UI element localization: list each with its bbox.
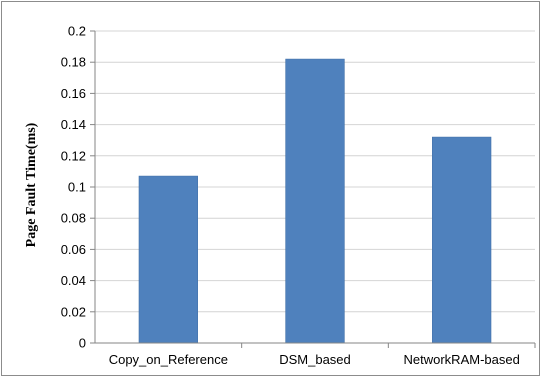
y-tick-label: 0.16 [61, 86, 86, 101]
y-tick-labels: 0 0.02 0.04 0.06 0.08 0.1 0.12 0.14 0.16 0.18 0.2 [61, 24, 86, 351]
x-tick-label: Copy_on_Reference [109, 352, 228, 367]
y-tick-label: 0.04 [61, 273, 86, 288]
x-tick-labels: Copy_on_Reference DSM_based NetworkRAM-bas… [109, 352, 520, 367]
x-tick-label: NetworkRAM-based [404, 352, 520, 367]
y-tick-label: 0.14 [61, 117, 86, 132]
y-tick-label: 0.12 [61, 148, 86, 163]
y-axis-label: Page Fault Time(ms) [24, 122, 39, 248]
y-tick-label: 0.1 [68, 180, 86, 195]
bars [138, 58, 492, 344]
bar-networkram-based [432, 136, 492, 344]
y-tick-label: 0.06 [61, 242, 86, 257]
x-tick-label: DSM_based [279, 352, 351, 367]
y-tick-label: 0.08 [61, 211, 86, 226]
y-tick-label: 0.18 [61, 55, 86, 70]
axes [90, 30, 536, 348]
y-tick-label: 0.2 [68, 24, 86, 39]
y-tick-label: 0 [79, 336, 86, 351]
bar-copy-on-reference [138, 175, 198, 344]
y-tick-label: 0.02 [61, 304, 86, 319]
bar-dsm-based [285, 58, 345, 344]
